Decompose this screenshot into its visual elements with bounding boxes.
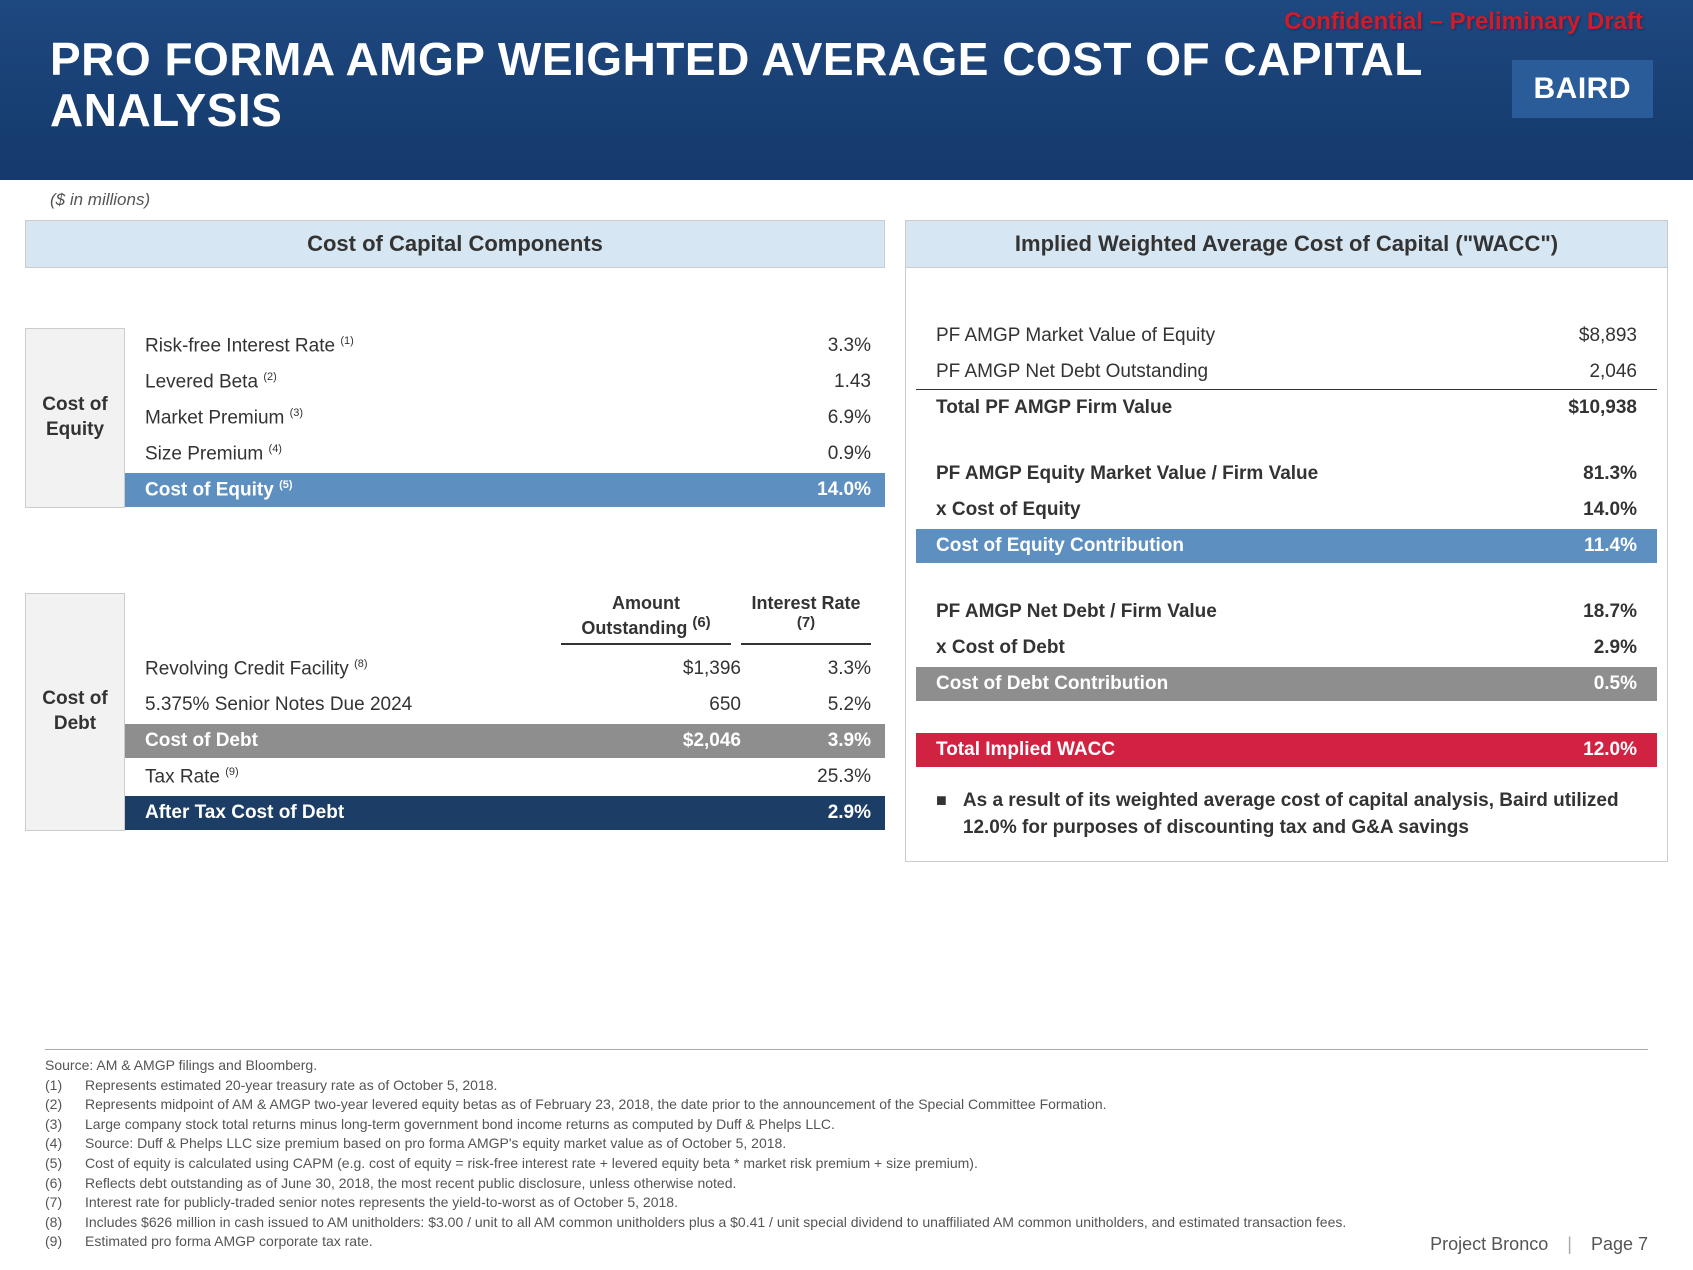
cost-of-debt-block: Cost of Debt Amount Outstanding (6) Inte… bbox=[25, 593, 885, 831]
wacc-value: 14.0% bbox=[1527, 499, 1637, 521]
cod-total-amount: $2,046 bbox=[571, 730, 741, 752]
page-header: Confidential – Preliminary Draft PRO FOR… bbox=[0, 0, 1693, 170]
page-footer: Project Bronco | Page 7 bbox=[1430, 1234, 1648, 1255]
amount-outstanding-header: Amount Outstanding bbox=[581, 593, 692, 638]
components-header: Cost of Capital Components bbox=[25, 220, 885, 268]
content-area: Cost of Capital Components Cost of Equit… bbox=[0, 220, 1693, 862]
footnotes: Source: AM & AMGP filings and Bloomberg.… bbox=[45, 1049, 1648, 1252]
equity-contribution-value: 11.4% bbox=[1527, 535, 1637, 557]
wacc-row-label: PF AMGP Net Debt / Firm Value bbox=[936, 601, 1527, 623]
cod-row-label: Revolving Credit Facility bbox=[145, 658, 354, 679]
page-number: Page 7 bbox=[1591, 1234, 1648, 1254]
conclusion-block: ■ As a result of its weighted average co… bbox=[906, 768, 1667, 841]
tax-rate-value: 25.3% bbox=[741, 766, 871, 788]
footnote-text: Estimated pro forma AMGP corporate tax r… bbox=[85, 1232, 373, 1252]
cod-total-label: Cost of Debt bbox=[145, 730, 571, 752]
project-name: Project Bronco bbox=[1430, 1234, 1548, 1254]
coe-value: 1.43 bbox=[741, 371, 871, 393]
debt-contribution-label: Cost of Debt Contribution bbox=[936, 673, 1527, 695]
coe-value: 0.9% bbox=[741, 443, 871, 465]
coe-row-label: Size Premium bbox=[145, 443, 269, 464]
footnote-text: Source: Duff & Phelps LLC size premium b… bbox=[85, 1134, 786, 1154]
wacc-value: $8,893 bbox=[1527, 325, 1637, 347]
cost-of-debt-label: Cost of Debt bbox=[25, 593, 125, 831]
coe-total-label: Cost of Equity bbox=[145, 479, 279, 500]
coe-value: 3.3% bbox=[741, 335, 871, 357]
wacc-row-label: x Cost of Debt bbox=[936, 637, 1527, 659]
interest-rate-header: Interest Rate bbox=[751, 593, 860, 613]
cost-of-equity-block: Cost of Equity Risk-free Interest Rate (… bbox=[25, 328, 885, 508]
cod-amount: $1,396 bbox=[571, 658, 741, 680]
coe-total-value: 14.0% bbox=[741, 479, 871, 501]
wacc-value: 2,046 bbox=[1527, 361, 1637, 383]
footnote-text: Represents midpoint of AM & AMGP two-yea… bbox=[85, 1095, 1107, 1115]
footnote-source: Source: AM & AMGP filings and Bloomberg. bbox=[45, 1056, 1648, 1076]
page-title: PRO FORMA AMGP WEIGHTED AVERAGE COST OF … bbox=[50, 34, 1663, 135]
footnote-text: Interest rate for publicly-traded senior… bbox=[85, 1193, 678, 1213]
cod-row-label: 5.375% Senior Notes Due 2024 bbox=[145, 694, 571, 716]
coe-row-label: Levered Beta bbox=[145, 371, 263, 392]
cost-of-equity-label: Cost of Equity bbox=[25, 328, 125, 508]
right-column: Implied Weighted Average Cost of Capital… bbox=[905, 220, 1668, 862]
footnote-text: Large company stock total returns minus … bbox=[85, 1115, 835, 1135]
tax-rate-label: Tax Rate bbox=[145, 766, 225, 787]
footnote-text: Represents estimated 20-year treasury ra… bbox=[85, 1076, 497, 1096]
conclusion-text: As a result of its weighted average cost… bbox=[963, 788, 1637, 841]
footnote-text: Cost of equity is calculated using CAPM … bbox=[85, 1154, 978, 1174]
equity-contribution-label: Cost of Equity Contribution bbox=[936, 535, 1527, 557]
footnote-text: Includes $626 million in cash issued to … bbox=[85, 1213, 1346, 1233]
coe-row-label: Risk-free Interest Rate bbox=[145, 335, 340, 356]
wacc-value: 81.3% bbox=[1527, 463, 1637, 485]
coe-value: 6.9% bbox=[741, 407, 871, 429]
left-column: Cost of Capital Components Cost of Equit… bbox=[25, 220, 885, 862]
after-tax-cod-value: 2.9% bbox=[741, 802, 871, 824]
total-wacc-label: Total Implied WACC bbox=[936, 739, 1527, 761]
debt-contribution-value: 0.5% bbox=[1527, 673, 1637, 695]
units-subtitle: ($ in millions) bbox=[0, 180, 1693, 220]
bullet-icon: ■ bbox=[936, 788, 947, 841]
cod-amount: 650 bbox=[571, 694, 741, 716]
cod-total-rate: 3.9% bbox=[741, 730, 871, 752]
wacc-value: 18.7% bbox=[1527, 601, 1637, 623]
wacc-row-label: x Cost of Equity bbox=[936, 499, 1527, 521]
wacc-header: Implied Weighted Average Cost of Capital… bbox=[906, 221, 1667, 268]
total-wacc-value: 12.0% bbox=[1527, 739, 1637, 761]
firm-value: $10,938 bbox=[1527, 397, 1637, 419]
wacc-row-label: PF AMGP Net Debt Outstanding bbox=[936, 361, 1527, 383]
firm-value-label: Total PF AMGP Firm Value bbox=[936, 397, 1527, 419]
coe-row-label: Market Premium bbox=[145, 407, 290, 428]
header-divider bbox=[0, 170, 1693, 180]
wacc-value: 2.9% bbox=[1527, 637, 1637, 659]
footnote-text: Reflects debt outstanding as of June 30,… bbox=[85, 1174, 736, 1194]
after-tax-cod-label: After Tax Cost of Debt bbox=[145, 802, 571, 824]
wacc-row-label: PF AMGP Market Value of Equity bbox=[936, 325, 1527, 347]
wacc-row-label: PF AMGP Equity Market Value / Firm Value bbox=[936, 463, 1527, 485]
cod-rate: 3.3% bbox=[741, 658, 871, 680]
confidential-watermark: Confidential – Preliminary Draft bbox=[1284, 8, 1643, 36]
cod-rate: 5.2% bbox=[741, 694, 871, 716]
baird-logo: BAIRD bbox=[1512, 60, 1654, 118]
